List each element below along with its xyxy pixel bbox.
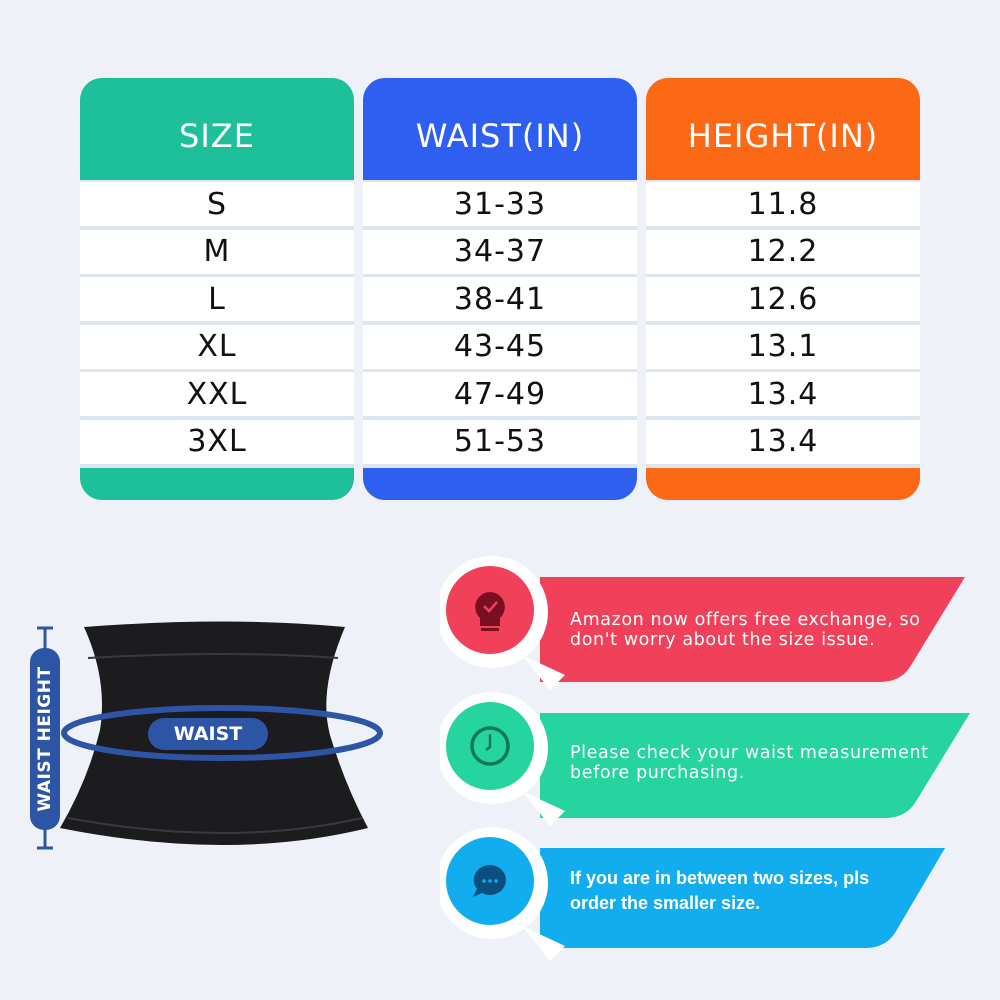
column-header: HEIGHT(IN) [687,117,879,155]
tip-banner: Please check your waist measurement befo… [440,691,970,826]
table-cell: 13.4 [646,372,920,416]
clock-icon [470,726,510,766]
height-column: HEIGHT(IN) 11.8 12.2 12.6 13.1 13.4 13.4 [646,78,920,500]
table-cell: 51-53 [363,419,637,464]
table-cell: 13.1 [646,324,920,369]
table-cell: XL [80,324,354,369]
tip-text: If you are in between two sizes, pls ord… [570,868,870,913]
table-cell: 31-33 [363,182,637,226]
column-header: SIZE [179,117,255,155]
waist-height-pill [30,648,60,830]
table-cell: XXL [80,372,354,416]
tip-banner: Amazon now offers free exchange, so don'… [440,555,970,690]
waist-column: WAIST(IN) 31-33 34-37 38-41 43-45 47-49 … [363,78,637,500]
waist-pill [148,718,268,750]
table-cell: 13.4 [646,419,920,464]
waist-label: WAIST [173,723,243,745]
table-cell: 12.2 [646,229,920,274]
tip-text: Please check your waist measurement befo… [570,743,929,783]
lightbulb-check-icon [475,592,505,631]
table-cell: 3XL [80,419,354,464]
table-cell: 43-45 [363,324,637,369]
table-cell: L [80,277,354,321]
chat-bubble-icon [473,864,506,897]
waist-ring [61,705,383,761]
table-cell: 34-37 [363,229,637,274]
table-cell: 47-49 [363,372,637,416]
size-column: SIZE S M L XL XXL 3XL [80,78,354,500]
column-header: WAIST(IN) [415,117,585,155]
waist-belt-diagram [30,621,383,850]
table-cell: S [80,182,354,226]
waist-height-label: WAIST HEIGHT [35,666,55,812]
tip-text: Amazon now offers free exchange, so don'… [570,610,921,650]
table-cell: 12.6 [646,277,920,321]
table-cell: 38-41 [363,277,637,321]
belt-seam [67,653,363,834]
table-cell: M [80,229,354,274]
tip-banner: If you are in between two sizes, pls ord… [440,826,970,961]
table-cell: 11.8 [646,182,920,226]
